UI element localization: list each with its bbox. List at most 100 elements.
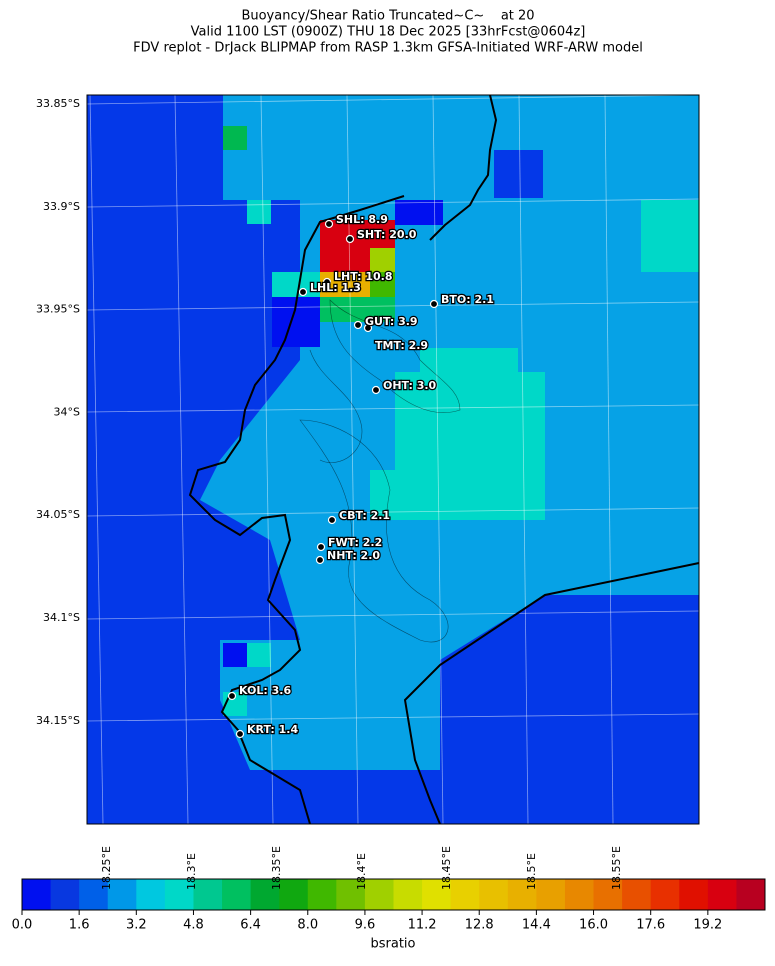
station-dot	[371, 385, 381, 395]
colorbar-tick-label: 8.0	[297, 918, 318, 933]
field-region	[370, 248, 395, 272]
longitude-label: 18.5°E	[525, 853, 538, 890]
colorbar-label: bsratio	[371, 937, 416, 952]
colorbar-segment	[479, 879, 509, 910]
field-region	[223, 126, 247, 150]
colorbar-segment	[307, 879, 337, 910]
map	[86, 94, 700, 825]
station-label: SHL: 8.9	[336, 213, 388, 226]
station-dot	[345, 234, 355, 244]
latitude-label: 33.95°S	[36, 303, 80, 316]
colorbar-tick-label: 3.2	[126, 918, 147, 933]
station-dot	[429, 299, 439, 309]
longitude-label: 18.55°E	[610, 846, 623, 890]
map-frame	[86, 94, 700, 825]
station-dot	[315, 555, 325, 565]
station-label: BTO: 2.1	[441, 293, 494, 306]
colorbar-segment	[707, 879, 737, 910]
colorbar-segment	[79, 879, 109, 910]
colorbar-segment	[393, 879, 423, 910]
colorbar-segment	[593, 879, 623, 910]
colorbar-tick-label: 19.2	[693, 918, 722, 933]
colorbar-segment	[536, 879, 566, 910]
station-dot	[327, 515, 337, 525]
graticule	[86, 94, 700, 825]
station-label: LHT: 10.8	[334, 270, 393, 283]
colorbar-segment	[622, 879, 652, 910]
colorbar-segment	[422, 879, 452, 910]
station-label: OHT: 3.0	[383, 379, 437, 392]
field-region	[395, 200, 443, 225]
station-dot	[322, 277, 332, 287]
field-region	[272, 272, 320, 297]
station-label: NHT: 2.0	[327, 549, 380, 562]
coastline	[188, 94, 700, 825]
terrain-contours	[299, 299, 461, 643]
latitude-label: 34°S	[54, 405, 80, 418]
longitude-label: 18.3°E	[185, 853, 198, 890]
station-label: KOL: 3.6	[239, 684, 291, 697]
colorbar-tick-label: 9.6	[355, 918, 376, 933]
longitude-label: 18.25°E	[100, 846, 113, 890]
station-dot	[316, 542, 326, 552]
colorbar-segment	[136, 879, 166, 910]
station-dot	[227, 691, 237, 701]
colorbar-segment	[107, 879, 137, 910]
colorbar-segment	[279, 879, 309, 910]
station-label: TMT: 2.9	[375, 339, 428, 352]
colorbar-segment	[250, 879, 280, 910]
colorbar-tick-label: 14.4	[522, 918, 551, 933]
station-label: LHL: 1.3	[310, 281, 361, 294]
latitude-label: 33.85°S	[36, 97, 80, 110]
latitude-label: 33.9°S	[43, 200, 80, 213]
field-region	[223, 643, 247, 667]
field-region	[370, 272, 395, 297]
colorbar-tick-label: 1.6	[69, 918, 90, 933]
station-label: GUT: 3.9	[365, 315, 418, 328]
station-label: KRT: 1.4	[247, 723, 298, 736]
colorbar-segment	[450, 879, 480, 910]
station-dot	[363, 323, 373, 333]
colorbar-segment	[679, 879, 709, 910]
station-label: CBT: 2.1	[339, 509, 390, 522]
field-region	[641, 200, 699, 272]
latitude-label: 34.1°S	[43, 611, 80, 624]
colorbar-tick-label: 17.6	[636, 918, 665, 933]
latitude-label: 34.15°S	[36, 714, 80, 727]
field-region	[494, 150, 543, 198]
colorbar-segment	[564, 879, 595, 910]
title-line: Buoyancy/Shear Ratio Truncated~C~ at 20	[241, 9, 534, 24]
stations: SHL: 8.9 SHT: 20.0 LHT: 10.8 LHL: 1.3 BT…	[227, 212, 495, 739]
longitude-label: 18.35°E	[270, 846, 283, 890]
station-label: SHT: 20.0	[357, 228, 417, 241]
colorbar-segment	[507, 879, 537, 910]
colorbar-segment	[736, 879, 766, 910]
colorbar-tick-label: 12.8	[465, 918, 494, 933]
field-region	[247, 643, 271, 667]
colorbar-tick-label: 0.0	[12, 918, 33, 933]
station-label: FWT: 2.2	[328, 536, 382, 549]
station-dot	[235, 729, 245, 739]
colorbar-tick-label: 6.4	[240, 918, 261, 933]
colorbar-frame	[21, 878, 766, 911]
title-line: Valid 1100 LST (0900Z) THU 18 Dec 2025 […	[191, 25, 586, 40]
field-region	[370, 348, 545, 520]
latitude-label: 34.05°S	[36, 508, 80, 521]
colorbar-tick-label: 4.8	[183, 918, 204, 933]
colorbar-tick-label: 11.2	[408, 918, 437, 933]
colorbar-segment	[650, 879, 680, 910]
station-dot	[298, 287, 308, 297]
colorbar-tick-label: 16.0	[579, 918, 608, 933]
station-dot	[353, 320, 363, 330]
colorbar-segment	[222, 879, 252, 910]
longitude-label: 18.4°E	[355, 853, 368, 890]
colorbar: bsratio 0.0 1.6 3.2 4.8 6.4 8.0 9.6 11.2 12.8 14.…	[12, 878, 766, 952]
field-region	[247, 200, 271, 224]
station-dot	[324, 219, 334, 229]
colorbar-segment	[193, 879, 223, 910]
longitude-label: 18.45°E	[440, 846, 453, 890]
colorbar-segment	[22, 879, 52, 910]
colorbar-segment	[164, 879, 194, 910]
title-line: FDV replot - DrJack BLIPMAP from RASP 1.…	[133, 41, 643, 56]
